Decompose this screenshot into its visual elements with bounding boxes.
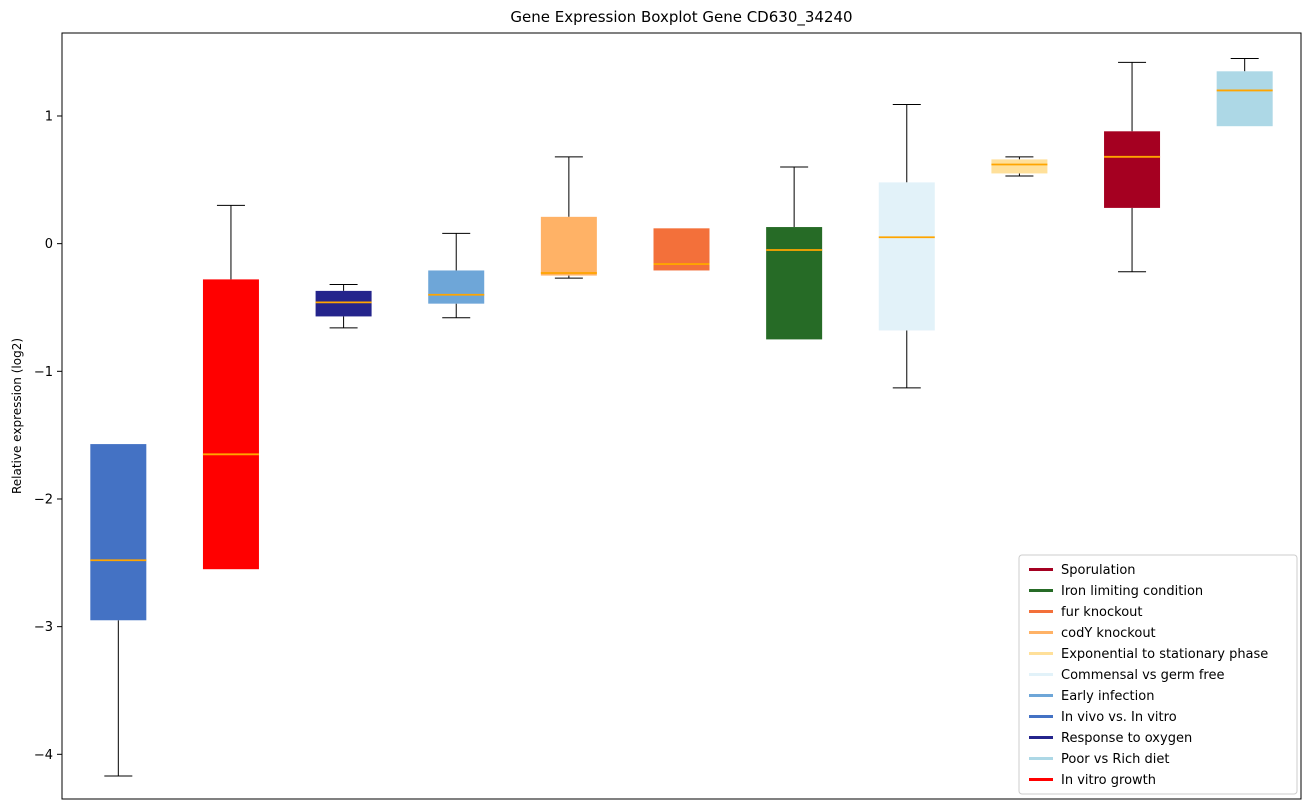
legend-label: codY knockout	[1061, 626, 1156, 641]
box-in-vitro-growth	[202, 204, 259, 570]
legend-label: Exponential to stationary phase	[1061, 647, 1268, 662]
box-body	[1104, 131, 1161, 208]
box-sporulation	[1104, 61, 1161, 273]
box-body	[991, 159, 1048, 174]
legend-entry-in-vivo-vs-in-vitro: In vivo vs. In vitro	[1029, 710, 1177, 725]
legend-entry-response-to-oxygen: Response to oxygen	[1029, 731, 1192, 746]
box-iron-limiting-condition	[766, 166, 823, 340]
box-poor-vs-rich-diet	[1216, 58, 1273, 127]
box-cody-knockout	[540, 156, 597, 279]
box-commensal-vs-germ-free	[878, 103, 935, 389]
box-body	[540, 216, 597, 276]
box-in-vivo-vs-in-vitro	[90, 444, 147, 777]
y-tick-label: −2	[34, 492, 53, 507]
box-body	[315, 290, 372, 317]
legend-label: Early infection	[1061, 689, 1154, 704]
box-body	[1216, 71, 1273, 127]
y-tick-label: 0	[45, 237, 53, 252]
y-tick-label: −1	[34, 365, 53, 380]
legend-label: Poor vs Rich diet	[1061, 752, 1169, 767]
box-response-to-oxygen	[315, 284, 372, 329]
box-body	[766, 227, 823, 340]
box-body	[878, 182, 935, 331]
legend-entry-in-vitro-growth: In vitro growth	[1029, 773, 1156, 788]
chart-title: Gene Expression Boxplot Gene CD630_34240	[510, 8, 853, 26]
legend-entry-poor-vs-rich-diet: Poor vs Rich diet	[1029, 752, 1169, 767]
y-tick-label: 1	[45, 109, 53, 124]
box-early-infection	[428, 232, 485, 319]
legend-label: fur knockout	[1061, 605, 1143, 620]
legend-entry-early-infection: Early infection	[1029, 689, 1154, 704]
legend-entry-fur-knockout: fur knockout	[1029, 605, 1143, 620]
legend-label: In vitro growth	[1061, 773, 1156, 788]
box-body	[90, 444, 147, 621]
box-exponential-to-stationary-phase	[991, 156, 1048, 177]
y-tick-label: −3	[34, 620, 53, 635]
legend-label: Response to oxygen	[1061, 731, 1192, 746]
legend-entry-exponential-to-stationary-phase: Exponential to stationary phase	[1029, 647, 1268, 662]
box-fur-knockout	[653, 228, 710, 271]
legend: Sporulation Iron limiting condition fur kn…	[1018, 554, 1298, 795]
legend-entry-sporulation: Sporulation	[1029, 563, 1136, 578]
y-tick-label: −4	[34, 748, 53, 763]
legend-label: Sporulation	[1061, 563, 1136, 578]
legend-label: Iron limiting condition	[1061, 584, 1203, 599]
legend-box	[1018, 554, 1298, 795]
box-body	[202, 279, 259, 570]
legend-entry-iron-limiting-condition: Iron limiting condition	[1029, 584, 1203, 599]
legend-entry-cody-knockout: codY knockout	[1029, 626, 1156, 641]
legend-entry-commensal-vs-germ-free: Commensal vs germ free	[1029, 668, 1224, 683]
legend-label: In vivo vs. In vitro	[1061, 710, 1177, 725]
legend-label: Commensal vs germ free	[1061, 668, 1224, 683]
box-body	[428, 270, 485, 304]
